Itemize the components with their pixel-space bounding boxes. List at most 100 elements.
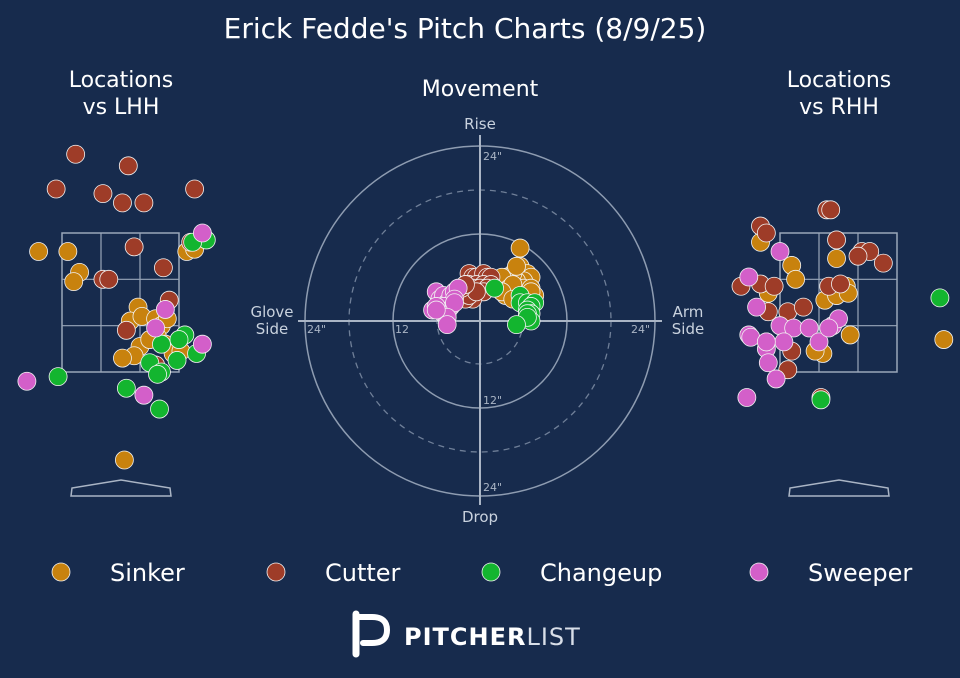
ring-label-bottom-12: 12" (483, 394, 502, 407)
legend-label-sinker: Sinker (110, 559, 185, 587)
lhh-point-cutter (134, 193, 154, 213)
logo-text-bold: PITCHER (404, 623, 526, 651)
lhh-point-changeup (167, 351, 187, 370)
lhh-point-sinker (113, 348, 132, 368)
legend-marker-cutter (266, 562, 286, 582)
rhh-point-sweeper (739, 267, 759, 287)
rhh-point-sinker (840, 325, 860, 345)
ring-label-left-12: 12 (395, 323, 409, 336)
lhh-point-cutter (185, 179, 205, 199)
rhh-point-sweeper (756, 332, 776, 352)
legend-label-sweeper: Sweeper (808, 559, 912, 587)
logo-text-light: LIST (526, 623, 580, 651)
rhh-point-cutter (756, 223, 776, 243)
lhh-point-cutter (46, 179, 66, 199)
legend-label-changeup: Changeup (540, 559, 662, 587)
lhh-point-changeup (148, 364, 167, 384)
lhh-point-cutter (153, 258, 173, 278)
lhh-point-cutter (113, 193, 132, 213)
ring-label-right-24: 24" (631, 323, 650, 336)
lhh-point-sweeper (146, 318, 166, 338)
ring-label-top-24: 24" (483, 150, 502, 163)
movement-title: Movement (422, 77, 539, 102)
lhh-point-sinker (64, 272, 84, 292)
legend-marker-sinker (51, 562, 71, 582)
pitcherlist-p-icon (352, 610, 391, 658)
arm-side-label-line2: Side (672, 320, 704, 338)
rhh-point-sweeper (819, 318, 839, 338)
lhh-point-changeup (152, 334, 171, 354)
rhh-point-sweeper (766, 369, 786, 389)
pitcherlist-logo: PITCHERLIST (352, 610, 581, 658)
rhh-point-sweeper (774, 332, 794, 352)
rhh-locations-panel: Locations vs RHH (731, 68, 954, 497)
rhh-point-cutter (821, 200, 841, 220)
rhh-title-line2: vs RHH (799, 95, 879, 120)
movement-point-changeup (485, 278, 504, 298)
lhh-point-changeup (116, 378, 136, 398)
lhh-point-cutter (116, 320, 136, 340)
rhh-point-sweeper (799, 318, 819, 338)
lhh-point-cutter (93, 184, 113, 204)
rhh-point-sweeper (741, 327, 761, 347)
lhh-point-sweeper (192, 223, 212, 243)
rhh-point-changeup (930, 288, 950, 308)
rhh-point-cutter (873, 253, 893, 273)
drop-label: Drop (462, 508, 498, 526)
lhh-point-sweeper (155, 300, 175, 319)
rhh-point-sweeper (809, 332, 829, 352)
movement-point-sweeper (426, 300, 446, 320)
lhh-zone-border (61, 232, 180, 373)
lhh-point-sweeper (192, 334, 212, 354)
legend-marker-changeup (481, 562, 501, 582)
rhh-point-cutter (794, 297, 813, 317)
rhh-point-cutter (827, 230, 846, 250)
lhh-point-sinker (29, 242, 48, 261)
movement-point-changeup (507, 315, 526, 335)
rhh-point-sweeper (737, 388, 757, 407)
chart-title: Erick Fedde's Pitch Charts (8/9/25) (224, 12, 707, 45)
movement-point-sinker (510, 238, 530, 258)
lhh-title-line2: vs LHH (83, 95, 160, 120)
lhh-point-cutter (66, 144, 86, 164)
rhh-point-sinker (934, 330, 954, 349)
rhh-home-plate (788, 479, 890, 497)
svg-text:PITCHERLIST: PITCHERLIST (404, 623, 581, 651)
lhh-home-plate (70, 479, 172, 497)
glove-side-label-line1: Glove (250, 303, 293, 321)
lhh-title-line1: Locations (69, 68, 174, 93)
rhh-point-sinker (786, 269, 805, 289)
legend-label-cutter: Cutter (325, 559, 401, 587)
rhh-point-sweeper (770, 242, 790, 261)
ring-label-left-24: 24" (307, 323, 326, 336)
rhh-point-sinker (827, 249, 846, 268)
lhh-points-group (17, 144, 216, 470)
rhh-point-cutter (848, 246, 868, 266)
ring-label-bottom-24: 24" (483, 481, 502, 494)
rhh-title-line1: Locations (787, 68, 892, 93)
rise-label: Rise (464, 115, 496, 133)
lhh-point-sinker (115, 450, 134, 470)
lhh-point-cutter (118, 156, 138, 176)
movement-points-group (423, 238, 545, 335)
lhh-point-sweeper (134, 385, 154, 405)
lhh-point-changeup (48, 367, 68, 387)
lhh-point-cutter (124, 237, 144, 257)
lhh-locations-panel: Locations vs LHH (17, 68, 216, 497)
lhh-point-changeup (150, 399, 169, 419)
legend: Sinker Cutter Changeup Sweeper (51, 559, 912, 587)
movement-point-sinker (507, 256, 526, 276)
rhh-point-sweeper (747, 297, 766, 317)
arm-side-label-line1: Arm (673, 303, 704, 321)
lhh-point-changeup (169, 330, 189, 349)
movement-point-sweeper (437, 315, 457, 335)
legend-marker-sweeper (749, 562, 769, 582)
lhh-point-cutter (99, 269, 119, 289)
rhh-point-cutter (764, 276, 784, 296)
lhh-point-sweeper (17, 371, 37, 391)
rhh-points-group (731, 200, 954, 410)
glove-side-label-line2: Side (256, 320, 288, 338)
movement-panel: Movement Rise Drop Glove Side Arm Side 2… (250, 77, 704, 526)
